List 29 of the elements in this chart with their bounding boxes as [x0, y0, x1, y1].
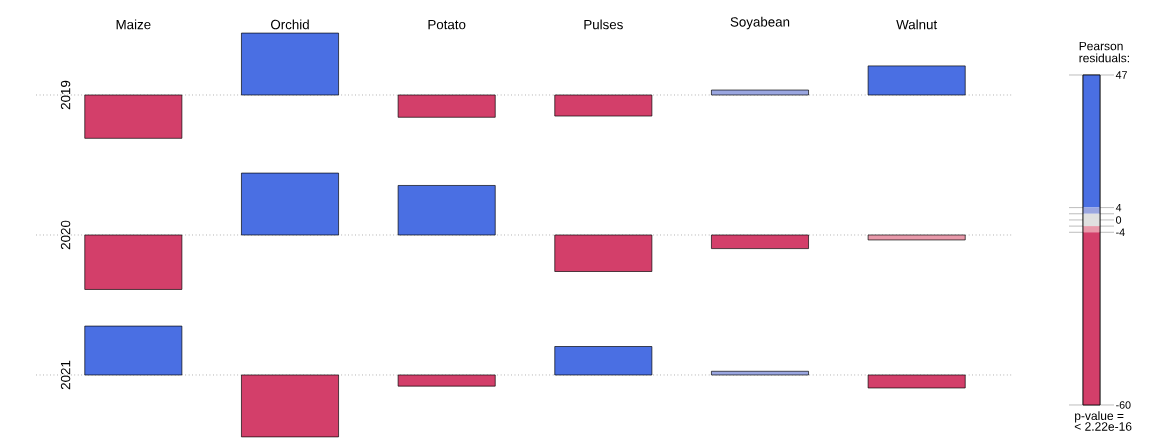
bar: [867, 65, 966, 96]
color-bar-label: -60: [1116, 401, 1131, 409]
bar: [397, 374, 496, 387]
color-bar-title: Pearson residuals:: [1079, 41, 1129, 63]
y-axis-title: 2020: [60, 220, 71, 250]
x-tick-label: Potato: [428, 19, 466, 30]
bar: [241, 374, 339, 438]
y-axis-title: 2019: [60, 80, 71, 110]
bar: [554, 346, 653, 376]
x-tick-label: Pulses: [584, 19, 623, 30]
bar: [84, 325, 183, 376]
bar: [397, 94, 496, 118]
color-bar-label: 4: [1115, 203, 1122, 212]
text: < 2.22e-16: [1074, 422, 1132, 431]
x-tick-label: Maize: [116, 19, 151, 30]
bar: [711, 89, 809, 96]
bar: [867, 374, 966, 389]
color-bar-label: 47: [1115, 71, 1127, 79]
color-bar-label: 0: [1116, 216, 1122, 224]
text: p-value =: [1075, 411, 1124, 423]
x-tick-label: Soyabean: [730, 16, 790, 30]
bar: [711, 370, 809, 376]
x-tick-label: Walnut: [896, 19, 938, 30]
bar: [554, 94, 653, 117]
color-bar-label: -4: [1116, 228, 1125, 236]
y-axis-title: 2021: [60, 360, 71, 390]
x-tick-label: Orchid: [271, 19, 309, 30]
bar: [84, 94, 183, 139]
bar: [241, 32, 339, 96]
